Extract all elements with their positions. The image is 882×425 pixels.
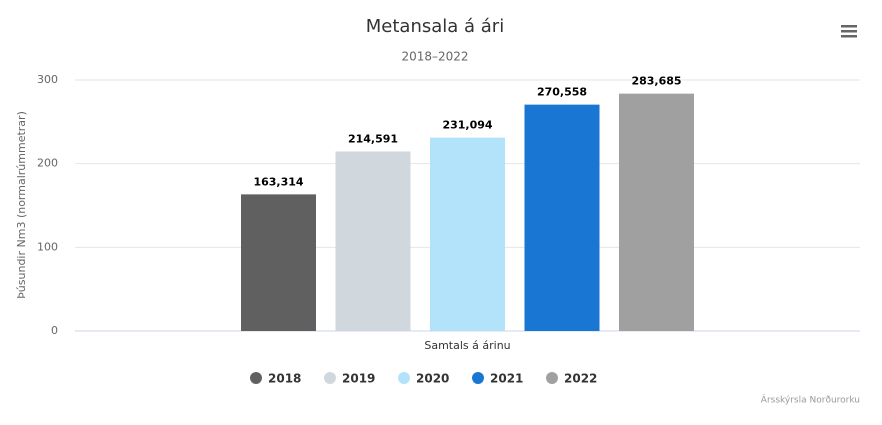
legend-marker <box>546 372 558 384</box>
y-tick-label: 300 <box>37 73 58 86</box>
y-tick-label: 100 <box>37 240 58 253</box>
legend-marker <box>250 372 262 384</box>
x-tick-label: Samtals á árinu <box>424 339 510 352</box>
legend-label: 2018 <box>268 372 301 386</box>
chart-subtitle: 2018–2022 <box>401 50 468 64</box>
legend-marker <box>472 372 484 384</box>
menu-button[interactable] <box>838 20 860 40</box>
bar <box>430 137 505 331</box>
data-label: 231,094 <box>442 119 492 132</box>
bar <box>335 151 411 331</box>
data-label: 283,685 <box>631 75 681 88</box>
data-label: 214,591 <box>348 132 398 145</box>
bar <box>241 194 316 331</box>
data-label: 270,558 <box>537 86 587 99</box>
legend-label: 2019 <box>342 372 375 386</box>
y-axis-title: Þúsundir Nm3 (normalrúmmetrar) <box>15 111 28 299</box>
legend-marker <box>324 372 336 384</box>
legend-label: 2021 <box>490 372 523 386</box>
legend-label: 2022 <box>564 372 597 386</box>
chart-title: Metansala á ári <box>366 16 504 37</box>
legend-label: 2020 <box>416 372 449 386</box>
credits: Ársskýrsla Norðurorku <box>761 394 860 406</box>
y-tick-label: 0 <box>51 324 58 337</box>
legend-marker <box>398 372 410 384</box>
data-label: 163,314 <box>253 175 303 188</box>
bar <box>524 104 600 331</box>
y-tick-label: 200 <box>37 157 58 170</box>
bar <box>619 93 694 332</box>
